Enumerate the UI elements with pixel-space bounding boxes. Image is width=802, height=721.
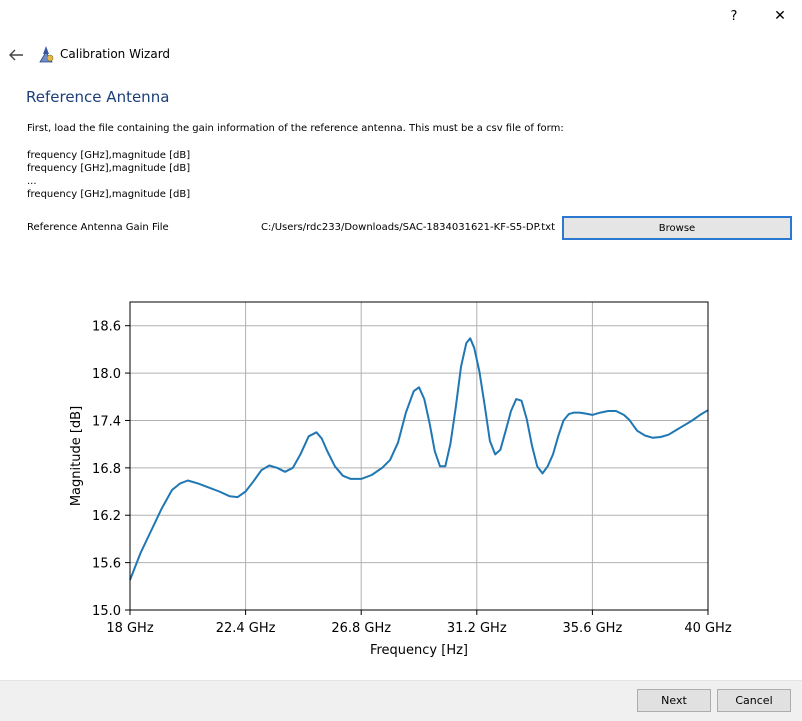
browse-button[interactable]: Browse (562, 216, 792, 240)
y-tick-label: 17.4 (92, 414, 121, 429)
close-button[interactable]: ✕ (774, 8, 786, 24)
x-tick-label: 35.6 GHz (563, 621, 623, 636)
y-tick-label: 16.2 (92, 509, 121, 524)
help-button[interactable]: ? (730, 8, 738, 24)
wizard-icon (39, 46, 54, 63)
plot-area (130, 302, 708, 610)
gain-series-line (129, 337, 709, 581)
intro-text: First, load the file containing the gain… (27, 123, 564, 134)
window-title: Calibration Wizard (60, 47, 171, 61)
x-axis-label: Frequency [Hz] (370, 643, 468, 658)
plot-frame (129, 301, 709, 611)
page-title: Reference Antenna (26, 88, 170, 106)
y-tick-label: 18.0 (92, 367, 121, 382)
title-bar-controls: ? ✕ (712, 0, 802, 32)
format-line: ... (27, 176, 37, 187)
gain-chart: 18 GHz 22.4 GHz 26.8 GHz 31.2 GHz 35.6 GHz 40… (69, 301, 732, 658)
format-line: frequency [GHz],magnitude [dB] (27, 163, 191, 174)
footer-bar: Next Cancel (0, 680, 802, 721)
next-button[interactable]: Next (637, 689, 711, 712)
x-tick-label: 26.8 GHz (331, 621, 391, 636)
back-arrow-icon[interactable] (6, 46, 26, 64)
y-tick-label: 16.8 (92, 462, 121, 477)
wizard-header: Calibration Wizard (0, 44, 300, 66)
x-tick-label: 40 GHz (684, 621, 732, 636)
x-tick-label: 22.4 GHz (216, 621, 276, 636)
csv-format-example: frequency [GHz],magnitude [dB] frequency… (27, 149, 190, 201)
y-tick-label: 18.6 (92, 320, 121, 335)
y-axis-label: Magnitude [dB] (69, 406, 84, 506)
y-tick-label: 15.6 (92, 557, 121, 572)
gain-file-path: C:/Users/rdc233/Downloads/SAC-1834031621… (261, 222, 555, 233)
cancel-button[interactable]: Cancel (717, 689, 791, 712)
x-tick-label: 31.2 GHz (447, 621, 507, 636)
format-line: frequency [GHz],magnitude [dB] (27, 150, 191, 161)
x-tick-label: 18 GHz (106, 621, 154, 636)
y-tick-label: 15.0 (92, 604, 121, 619)
format-line: frequency [GHz],magnitude [dB] (27, 189, 191, 200)
gain-file-label: Reference Antenna Gain File (27, 222, 169, 233)
